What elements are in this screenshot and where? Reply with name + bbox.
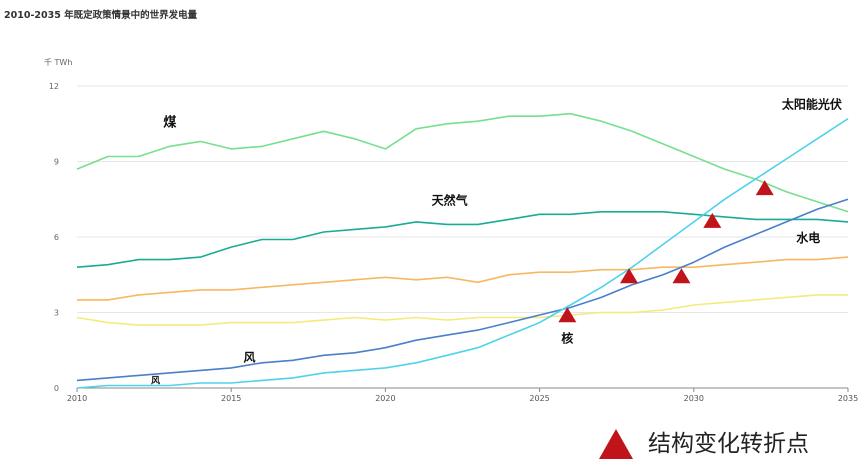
series-line-5 bbox=[76, 118, 849, 389]
turning-point-legend-marker bbox=[599, 429, 633, 459]
series-line-2 bbox=[77, 256, 849, 301]
y-tick-label: 3 bbox=[54, 309, 59, 318]
series-label: 风 bbox=[244, 351, 256, 365]
series-label: 风 bbox=[151, 375, 160, 386]
series-line-0 bbox=[76, 112, 849, 213]
y-axis-label: 千 TWh bbox=[44, 57, 72, 67]
x-tick-label: 2020 bbox=[375, 394, 395, 403]
turning-point-marker bbox=[558, 307, 577, 323]
legend-label: 结构变化转折点 bbox=[648, 430, 809, 457]
turning-point-marker bbox=[620, 268, 639, 284]
series-label: 煤 bbox=[163, 114, 176, 130]
series-label: 天然气 bbox=[432, 192, 468, 207]
y-tick-label: 9 bbox=[54, 158, 59, 167]
y-tick-label: 12 bbox=[49, 82, 59, 91]
x-tick-label: 2035 bbox=[838, 394, 858, 403]
series-label: 太阳能光伏 bbox=[782, 97, 842, 112]
series-line-4 bbox=[76, 198, 849, 382]
y-tick-label: 0 bbox=[54, 384, 59, 393]
turning-point-marker bbox=[755, 180, 774, 196]
x-tick-label: 2025 bbox=[529, 394, 549, 403]
x-tick-label: 2015 bbox=[221, 394, 241, 403]
series-label: 水电 bbox=[796, 230, 820, 245]
x-tick-label: 2010 bbox=[67, 394, 87, 403]
series-label: 核 bbox=[561, 331, 573, 346]
chart-title: 2010-2035 年既定政策情景中的世界发电量 bbox=[4, 10, 198, 21]
turning-point-marker bbox=[703, 212, 722, 228]
turning-point-marker bbox=[672, 268, 691, 284]
series-line-3 bbox=[76, 294, 848, 326]
y-tick-label: 6 bbox=[54, 233, 59, 242]
x-tick-label: 2030 bbox=[684, 394, 704, 403]
chart-legend: 结构变化转折点 bbox=[598, 428, 809, 460]
series-line-1 bbox=[76, 211, 849, 268]
